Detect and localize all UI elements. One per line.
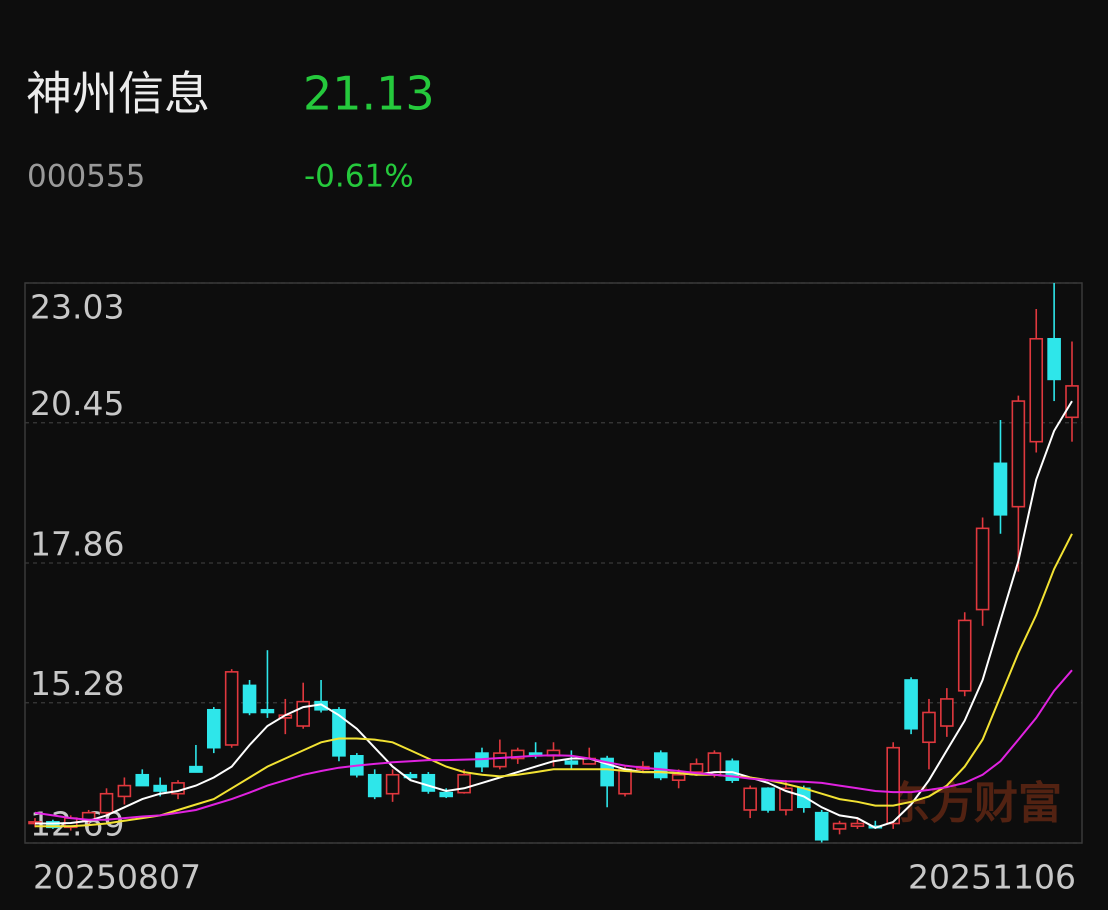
watermark: 东方财富 bbox=[886, 778, 1062, 829]
candle-body bbox=[153, 784, 167, 792]
stock-price: 21.13 bbox=[303, 67, 435, 121]
candle-body bbox=[993, 462, 1008, 516]
y-tick-label: 20.45 bbox=[30, 384, 124, 423]
candle-body bbox=[385, 773, 400, 795]
candle-body bbox=[618, 768, 632, 795]
candle-body bbox=[510, 749, 525, 760]
candle-body bbox=[99, 792, 114, 814]
candle-body bbox=[117, 784, 132, 798]
candle-body bbox=[940, 698, 954, 727]
candle-body bbox=[743, 787, 757, 811]
candle-body bbox=[493, 752, 507, 768]
candle-body bbox=[797, 787, 811, 809]
candle-body bbox=[653, 752, 668, 779]
candle-body bbox=[457, 773, 471, 794]
candle-body bbox=[421, 773, 436, 792]
candle-body bbox=[1011, 400, 1026, 508]
candle-body bbox=[1029, 337, 1044, 443]
candle-body bbox=[189, 765, 203, 773]
y-tick-label: 17.86 bbox=[30, 525, 124, 564]
x-tick-label: 20250807 bbox=[33, 858, 201, 897]
candle-body bbox=[260, 708, 275, 714]
candle-body bbox=[779, 787, 793, 811]
candle-body bbox=[439, 791, 454, 798]
candle-body bbox=[671, 773, 686, 781]
moving-average-line bbox=[35, 400, 1073, 829]
candle-body bbox=[46, 821, 60, 829]
x-tick-label: 20251106 bbox=[908, 858, 1076, 897]
moving-average-line bbox=[34, 669, 1073, 821]
stock-change: -0.61% bbox=[304, 159, 414, 195]
candle-body bbox=[242, 684, 257, 714]
candle-body bbox=[296, 700, 310, 727]
candle-body bbox=[135, 773, 150, 787]
candle-body bbox=[922, 711, 936, 744]
candle-body bbox=[832, 822, 847, 830]
candle-body bbox=[886, 746, 901, 825]
candle-body bbox=[332, 708, 346, 757]
candle-body bbox=[206, 708, 221, 749]
candle-body bbox=[564, 760, 579, 765]
stock-code: 000555 bbox=[27, 159, 145, 195]
candle-body bbox=[689, 763, 704, 773]
candle-body bbox=[957, 619, 972, 692]
y-tick-label: 23.03 bbox=[30, 288, 124, 327]
candle-body bbox=[224, 671, 239, 746]
candle-body bbox=[850, 822, 865, 828]
candle-body bbox=[814, 811, 829, 841]
moving-average-line bbox=[35, 533, 1073, 828]
y-tick-label: 15.28 bbox=[30, 664, 124, 703]
candle-body bbox=[761, 787, 775, 811]
candle-body bbox=[975, 527, 990, 611]
stock-name: 神州信息 bbox=[26, 67, 210, 121]
candle-body bbox=[1047, 337, 1061, 381]
candle-body bbox=[904, 679, 918, 730]
candle-body bbox=[367, 773, 382, 798]
